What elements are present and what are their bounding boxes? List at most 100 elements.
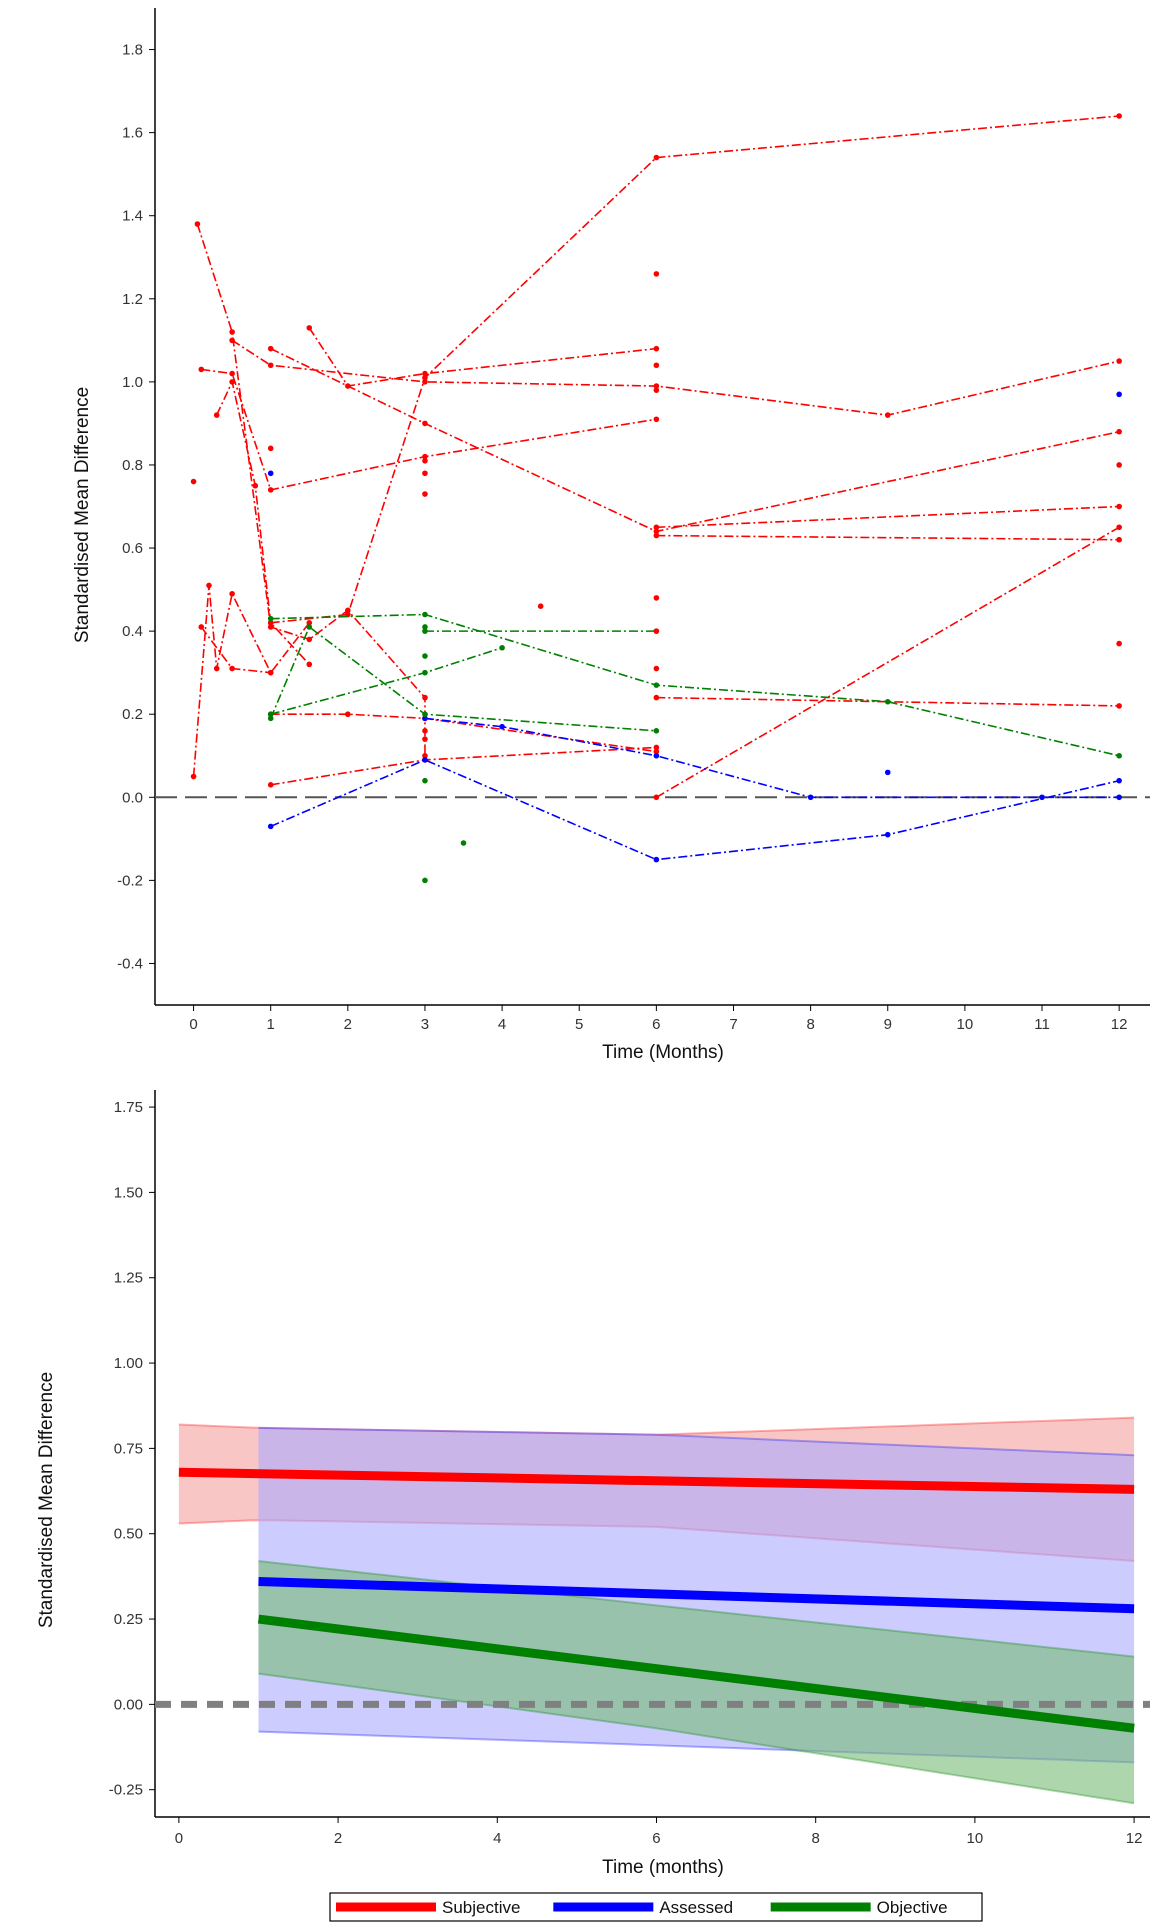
top-data-point-assessed	[267, 470, 274, 477]
top-series-line-subjective	[196, 223, 426, 756]
top-data-point-subjective	[1116, 428, 1122, 435]
top-data-point-subjective	[653, 595, 660, 601]
top-series-line-subjective	[270, 746, 657, 786]
top-data-point-subjective	[422, 370, 428, 377]
top-data-point-subjective	[229, 370, 235, 377]
top-data-point-subjective	[229, 590, 235, 597]
top-series-line-objective	[270, 613, 1120, 757]
bottom-x-tick-label: 8	[812, 1830, 820, 1847]
bottom-y-tick-label: -0.25	[109, 1782, 143, 1799]
top-data-point-objective	[422, 624, 428, 630]
top-data-point-objective	[653, 728, 660, 734]
top-data-point-subjective	[422, 458, 428, 464]
top-data-point-subjective	[422, 752, 428, 759]
top-data-point-subjective	[1116, 536, 1122, 543]
top-data-point-subjective	[653, 744, 660, 751]
top-series-line-assessed	[270, 759, 1120, 861]
top-data-point-subjective	[653, 665, 660, 672]
top-data-point-subjective	[1116, 640, 1122, 647]
top-data-point-subjective	[229, 379, 235, 385]
band-upper-edge-subjective	[178, 1416, 1135, 1436]
bottom-x-tick-label: 6	[652, 1830, 660, 1847]
top-data-point-subjective	[653, 524, 660, 531]
top-data-point-assessed	[884, 831, 891, 838]
top-data-point-subjective	[229, 329, 235, 335]
top-data-point-subjective	[198, 366, 205, 373]
top-chart: -0.4 -0.2 0.0 0.2 0.4 0.6 0.8 1.0 1.2 1.4 1.6 1.8 0 1…	[72, 8, 1150, 1063]
top-x-tick-label: 10	[957, 1016, 974, 1033]
top-x-tick-label: 8	[806, 1016, 814, 1033]
top-data-point-assessed	[653, 856, 660, 863]
top-data-point-objective	[422, 711, 428, 718]
top-data-point-objective	[422, 653, 428, 659]
top-data-point-objective	[422, 777, 428, 784]
top-data-point-assessed	[422, 715, 428, 722]
top-series-line-subjective	[655, 526, 1120, 798]
top-data-point-subjective	[267, 624, 274, 630]
top-data-point-subjective	[422, 420, 428, 427]
top-data-point-subjective	[422, 453, 428, 460]
top-data-point-subjective	[653, 794, 660, 801]
top-data-point-objective	[267, 615, 274, 622]
top-y-tick-label: 1.6	[122, 125, 143, 142]
top-series-line-subjective	[270, 713, 657, 753]
band-upper-edge-assessed	[258, 1426, 1135, 1457]
top-data-point-subjective	[653, 387, 660, 393]
top-series-line-subjective	[270, 347, 1120, 533]
top-data-point-subjective	[206, 582, 212, 589]
top-data-point-subjective	[653, 362, 660, 369]
top-data-point-subjective	[229, 337, 235, 344]
band-lower-edge-objective	[258, 1672, 1135, 1805]
top-data-point-subjective	[267, 669, 274, 676]
top-y-tick-label: 0.8	[122, 457, 143, 474]
top-data-point-subjective	[422, 374, 428, 381]
top-series-line-objective	[270, 646, 503, 715]
top-data-point-subjective	[1116, 358, 1122, 364]
top-data-point-subjective	[653, 271, 660, 277]
bottom-y-tick-label: 1.00	[114, 1355, 143, 1372]
top-data-point-objective	[653, 682, 660, 688]
top-data-point-subjective	[422, 736, 428, 742]
top-data-point-subjective	[653, 532, 660, 539]
band-upper-edge-objective	[258, 1560, 1135, 1658]
top-data-point-subjective	[1116, 503, 1122, 510]
top-y-tick-label: 0.4	[122, 623, 143, 640]
top-data-point-subjective	[653, 528, 660, 535]
confidence-band-objective	[258, 1561, 1135, 1804]
top-y-tick-label: 0.6	[122, 540, 143, 557]
top-data-point-subjective	[267, 620, 274, 626]
top-data-point-subjective	[653, 694, 660, 701]
top-data-point-subjective	[653, 345, 660, 352]
top-data-point-objective	[422, 669, 428, 676]
top-data-point-subjective	[1116, 703, 1122, 709]
top-y-tick-label: 0.0	[122, 789, 143, 806]
bottom-chart: -0.25 0.00 0.25 0.50 0.75 1.00 1.25 1.50 1.75 0 2 4…	[36, 1090, 1150, 1922]
top-data-point-subjective	[267, 445, 274, 452]
bottom-y-tick-label: 0.50	[114, 1526, 143, 1543]
top-x-tick-label: 2	[344, 1016, 352, 1033]
top-series-line-objective	[269, 625, 657, 732]
top-data-point-subjective	[1116, 462, 1122, 468]
top-data-point-subjective	[267, 487, 274, 493]
top-data-point-subjective	[252, 482, 259, 489]
top-x-tick-label: 1	[267, 1016, 275, 1033]
top-data-point-assessed	[1039, 794, 1045, 801]
top-data-point-assessed	[1116, 777, 1122, 784]
top-x-axis-title: Time (Months)	[602, 1042, 724, 1063]
top-y-tick-label: 1.4	[122, 208, 143, 225]
bottom-y-tick-label: 0.00	[114, 1696, 143, 1713]
top-x-tick-label: 3	[421, 1016, 429, 1033]
top-data-point-subjective	[267, 362, 274, 369]
top-data-point-subjective	[653, 628, 660, 634]
top-data-point-assessed	[807, 794, 814, 801]
top-y-tick-label: -0.4	[117, 955, 143, 972]
top-y-tick-label: 0.2	[122, 706, 143, 723]
top-series-line-subjective	[308, 327, 657, 387]
top-data-point-objective	[267, 715, 274, 722]
top-data-point-assessed	[1116, 794, 1122, 801]
top-data-point-objective	[884, 698, 891, 705]
bottom-y-tick-label: 0.25	[114, 1611, 143, 1628]
top-series-line-subjective	[215, 379, 310, 665]
bottom-x-tick-label: 12	[1126, 1830, 1143, 1847]
legend-label-subjective: Subjective	[442, 1898, 520, 1917]
